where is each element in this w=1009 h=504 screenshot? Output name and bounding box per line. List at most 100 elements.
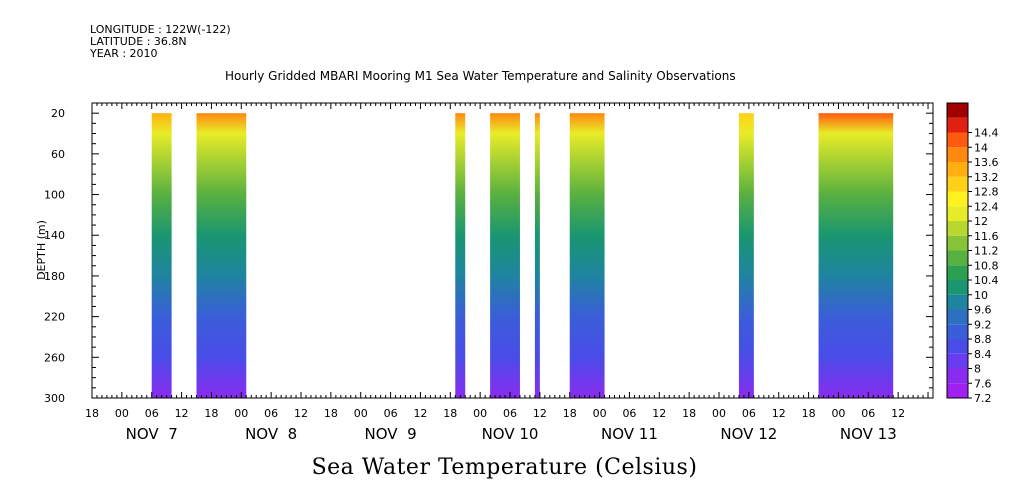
colorbar-swatch — [947, 221, 968, 236]
year-label: YEAR : 2010 — [90, 47, 158, 60]
longitude-label: LONGITUDE : 122W(-122) — [90, 23, 231, 36]
colorbar-label: 12.4 — [974, 200, 999, 213]
y-tick-label: 300 — [44, 392, 65, 405]
x-tick-label: 06 — [861, 407, 875, 420]
y-tick-label: 260 — [44, 351, 65, 364]
x-tick-label: 00 — [354, 407, 368, 420]
day-label: NOV 7 — [126, 425, 178, 443]
colorbar-swatch — [947, 176, 968, 192]
colorbar-swatch — [947, 162, 968, 177]
x-tick-label: 12 — [533, 407, 547, 420]
y-tick-label: 180 — [44, 270, 65, 283]
x-tick-label: 12 — [413, 407, 427, 420]
x-tick-label: 12 — [891, 407, 905, 420]
day-label: NOV 12 — [720, 425, 777, 443]
colorbar-label: 12.8 — [974, 186, 999, 199]
x-tick-label: 12 — [772, 407, 786, 420]
y-tick-label: 140 — [44, 229, 65, 242]
colorbar-label: 9.2 — [974, 318, 992, 331]
colorbar-swatch — [947, 309, 968, 325]
colorbar-label: 7.2 — [974, 392, 992, 405]
colorbar-label: 10.8 — [974, 259, 999, 272]
colorbar-swatch — [947, 368, 968, 384]
x-tick-label: 18 — [682, 407, 696, 420]
colorbar-swatch — [947, 147, 968, 162]
x-tick-label: 18 — [324, 407, 338, 420]
colorbar-swatch — [947, 324, 968, 339]
data-block — [196, 113, 247, 398]
colorbar-swatch — [947, 103, 968, 118]
x-tick-label: 00 — [115, 407, 129, 420]
data-block — [151, 113, 172, 398]
x-tick-label: 06 — [742, 407, 756, 420]
colorbar-label: 12 — [974, 215, 988, 228]
x-tick-label: 12 — [175, 407, 189, 420]
x-tick-label: 06 — [622, 407, 636, 420]
data-layer — [151, 113, 894, 398]
x-tick-label: 00 — [712, 407, 726, 420]
colorbar-swatch — [947, 206, 968, 221]
x-tick-label: 18 — [802, 407, 816, 420]
colorbar-label: 8.8 — [974, 333, 992, 346]
x-tick-label: 00 — [473, 407, 487, 420]
plot-frame — [91, 102, 934, 399]
x-tick-label: 00 — [593, 407, 607, 420]
colorbar-swatch — [947, 339, 968, 354]
colorbar-label: 13.2 — [974, 171, 999, 184]
x-tick-label: 06 — [145, 407, 159, 420]
x-tick-label: 18 — [563, 407, 577, 420]
y-tick-label: 220 — [44, 311, 65, 324]
x-tick-label: 06 — [264, 407, 278, 420]
data-block — [569, 113, 605, 398]
colorbar-swatch — [947, 117, 968, 133]
x-tick-label: 18 — [204, 407, 218, 420]
data-block — [738, 113, 754, 398]
x-tick-label: 18 — [85, 407, 99, 420]
x-tick-label: 18 — [443, 407, 457, 420]
data-block — [818, 113, 894, 398]
colorbar-swatch — [947, 383, 968, 398]
colorbar-swatch — [947, 294, 968, 310]
colorbar-label: 11.6 — [974, 230, 999, 243]
colorbar-swatch — [947, 191, 968, 207]
x-tick-label: 00 — [234, 407, 248, 420]
colorbar-label: 14 — [974, 141, 988, 154]
data-block — [490, 113, 520, 398]
day-label: NOV 11 — [601, 425, 658, 443]
day-label: NOV 10 — [482, 425, 539, 443]
y-axis-label: DEPTH (m) — [35, 220, 48, 280]
y-tick-label: 100 — [44, 189, 65, 202]
colorbar-label: 8 — [974, 363, 981, 376]
chart-title: Hourly Gridded MBARI Mooring M1 Sea Wate… — [225, 69, 736, 83]
data-block — [534, 113, 540, 398]
colorbar-label: 10.4 — [974, 274, 999, 287]
colorbar-swatch — [947, 280, 968, 295]
colorbar-label: 9.6 — [974, 304, 992, 317]
day-label: NOV 8 — [245, 425, 297, 443]
y-axis: 20 60 100 140 180 220 260 300 — [44, 102, 933, 405]
day-label: NOV 9 — [365, 425, 417, 443]
colorbar-label: 10 — [974, 289, 988, 302]
colorbar-swatch — [947, 132, 968, 148]
x-tick-label: 00 — [831, 407, 845, 420]
colorbar-swatch — [947, 353, 968, 369]
y-tick-label: 20 — [51, 107, 65, 120]
day-label: NOV 13 — [840, 425, 897, 443]
bottom-label: Sea Water Temperature (Celsius) — [311, 455, 698, 480]
x-tick-label: 12 — [294, 407, 308, 420]
colorbar-label: 11.2 — [974, 245, 999, 258]
data-block — [455, 113, 466, 398]
y-tick-label: 60 — [51, 148, 65, 161]
latitude-label: LATITUDE : 36.8N — [90, 35, 187, 48]
x-tick-label: 06 — [384, 407, 398, 420]
colorbar-swatch — [947, 250, 968, 266]
colorbar-swatch — [947, 265, 968, 280]
colorbar-label: 8.4 — [974, 348, 992, 361]
colorbar-label: 14.4 — [974, 127, 999, 140]
colorbar-swatch — [947, 235, 968, 251]
colorbar-label: 13.6 — [974, 156, 999, 169]
x-axis: 18 00 06 12 18 00 06 12 18 00 06 12 18 00 06 12 18 00 06 12… — [85, 103, 934, 443]
x-tick-label: 06 — [503, 407, 517, 420]
colorbar: 7.2 7.68 8.4 8.8 9.29.6 10 10.4 10.811.2 11.6 12 1… — [946, 102, 999, 405]
